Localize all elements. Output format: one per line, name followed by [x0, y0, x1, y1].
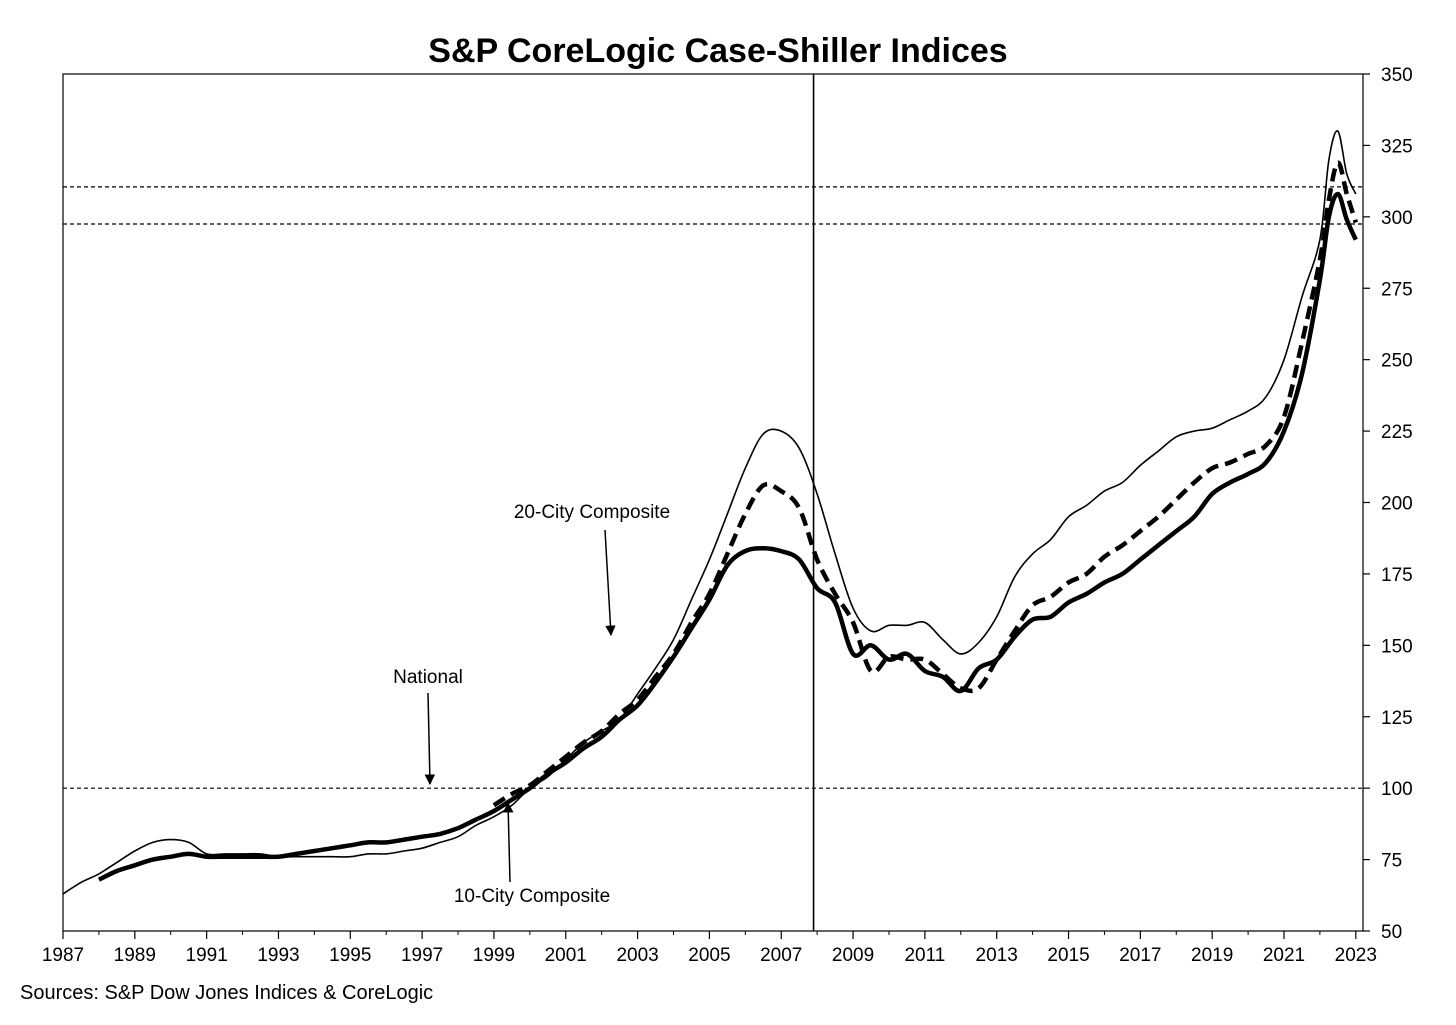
y-tick-label-225: 225	[1381, 422, 1413, 443]
y-axis: 50 75 100 125 150 175 200 225 250 275 300 325 350	[1363, 65, 1413, 943]
y-tick-label-275: 275	[1381, 279, 1413, 300]
series-20-city-composite	[492, 160, 1358, 808]
x-tick-label-1989: 1989	[114, 945, 156, 966]
x-tick-label-2009: 2009	[832, 945, 874, 966]
arrow-20-city	[604, 529, 616, 637]
x-tick-label-2021: 2021	[1263, 945, 1305, 966]
y-tick-label-200: 200	[1381, 494, 1413, 515]
y-tick-label-300: 300	[1381, 208, 1413, 229]
chart-title: S&P CoreLogic Case-Shiller Indices	[428, 32, 1007, 70]
label-10-city: 10-City Composite	[454, 886, 610, 907]
series-10-city-composite	[97, 191, 1358, 882]
annotation-10-city: 10-City Composite	[454, 801, 610, 907]
y-tick-label-75: 75	[1381, 851, 1402, 872]
label-national: National	[393, 667, 463, 688]
reference-lines	[63, 74, 1363, 931]
y-tick-label-150: 150	[1381, 636, 1413, 657]
x-tick-label-1993: 1993	[257, 945, 299, 966]
x-tick-label-2017: 2017	[1119, 945, 1161, 966]
x-tick-label-1999: 1999	[473, 945, 515, 966]
x-tick-label-1987: 1987	[42, 945, 84, 966]
arrow-10-city	[502, 801, 514, 883]
y-tick-label-175: 175	[1381, 565, 1413, 586]
x-tick-label-1995: 1995	[329, 945, 371, 966]
x-axis: 1987 1989 1991 1993 1995 1997 1999 2001 2003 2005…	[42, 931, 1377, 966]
x-tick-label-2001: 2001	[545, 945, 587, 966]
x-tick-label-2015: 2015	[1047, 945, 1089, 966]
x-tick-label-2003: 2003	[616, 945, 658, 966]
y-tick-label-350: 350	[1381, 65, 1413, 86]
x-tick-label-2023: 2023	[1335, 945, 1377, 966]
y-tick-label-325: 325	[1381, 136, 1413, 157]
series-national	[62, 130, 1357, 895]
x-tick-label-1997: 1997	[401, 945, 443, 966]
annotation-20-city: 20-City Composite	[514, 502, 670, 637]
x-tick-label-2019: 2019	[1191, 945, 1233, 966]
plot-frame	[62, 73, 1364, 932]
source-note: Sources: S&P Dow Jones Indices & CoreLog…	[20, 982, 433, 1004]
x-tick-label-2013: 2013	[976, 945, 1018, 966]
y-tick-label-50: 50	[1381, 922, 1402, 943]
annotation-national: National	[393, 667, 463, 786]
arrow-national	[424, 692, 436, 786]
label-20-city: 20-City Composite	[514, 502, 670, 523]
x-tick-label-2007: 2007	[760, 945, 802, 966]
y-tick-label-100: 100	[1381, 779, 1413, 800]
y-tick-label-250: 250	[1381, 351, 1413, 372]
x-tick-label-2005: 2005	[688, 945, 730, 966]
y-tick-label-125: 125	[1381, 708, 1413, 729]
series-lines	[62, 130, 1358, 895]
x-tick-label-2011: 2011	[904, 945, 945, 966]
x-tick-label-1991: 1991	[186, 945, 228, 966]
